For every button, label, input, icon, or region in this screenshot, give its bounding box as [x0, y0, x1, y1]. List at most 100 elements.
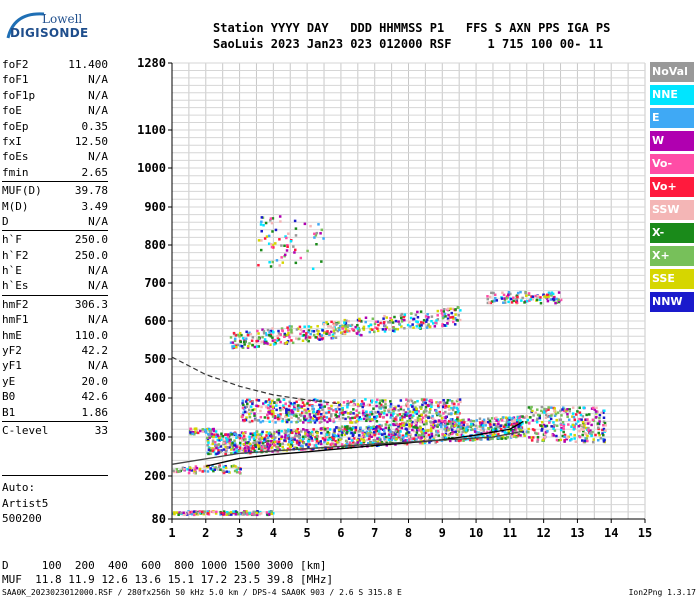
echo-point	[341, 408, 344, 412]
echo-point	[545, 424, 549, 428]
echo-point	[280, 429, 283, 433]
echo-point	[581, 433, 584, 437]
echo-point	[430, 315, 434, 318]
echo-point	[324, 435, 328, 438]
echo-point	[419, 420, 422, 424]
echo-point	[341, 428, 345, 432]
echo-point	[453, 420, 456, 424]
echo-point	[302, 441, 306, 445]
echo-point	[271, 339, 275, 342]
echo-point	[346, 427, 349, 430]
echo-point	[356, 404, 360, 408]
echo-point	[455, 424, 459, 427]
echo-point	[421, 432, 424, 436]
echo-point	[278, 437, 281, 441]
echo-point	[425, 318, 429, 321]
auto-program: Artist5	[2, 496, 49, 510]
echo-point	[440, 309, 443, 312]
echo-point	[543, 295, 546, 298]
echo-point	[602, 411, 605, 414]
legend-item-w: W	[650, 131, 694, 151]
echo-point	[422, 319, 426, 322]
echo-point	[420, 418, 424, 421]
echo-point	[312, 333, 316, 337]
echo-point	[222, 448, 226, 451]
echo-point	[542, 423, 546, 427]
echo-point	[272, 246, 275, 249]
echo-point	[440, 312, 444, 315]
echo-point	[456, 410, 460, 414]
echo-point	[370, 410, 374, 414]
echo-point	[570, 438, 573, 441]
echo-point	[394, 327, 397, 331]
echo-point	[246, 346, 250, 349]
echo-point	[179, 511, 183, 515]
echo-point	[289, 402, 293, 405]
echo-point	[265, 333, 268, 337]
echo-point	[311, 439, 314, 442]
echo-point	[490, 417, 494, 420]
echo-point	[315, 242, 318, 246]
echo-point	[267, 513, 271, 516]
echo-point	[355, 409, 358, 412]
echo-point	[272, 412, 275, 415]
echo-point	[330, 404, 333, 408]
echo-point	[315, 418, 319, 421]
echo-point	[594, 433, 597, 437]
echo-point	[387, 433, 391, 436]
echo-point	[365, 416, 369, 420]
echo-point	[550, 414, 553, 417]
echo-point	[340, 443, 344, 446]
echo-point	[503, 298, 507, 302]
echo-point	[271, 407, 275, 410]
echo-point	[220, 434, 223, 438]
echo-point	[415, 423, 418, 427]
echo-point	[295, 328, 299, 331]
echo-point	[512, 429, 516, 432]
param-divider	[2, 230, 108, 232]
echo-point	[314, 234, 318, 237]
echo-point	[414, 426, 417, 429]
echo-point	[555, 297, 558, 301]
echo-point	[268, 333, 271, 337]
echo-point	[388, 408, 391, 411]
echo-point	[423, 438, 427, 441]
param-value: 1.86	[81, 405, 109, 419]
echo-point	[409, 316, 413, 320]
echo-point	[586, 422, 590, 425]
echo-point	[318, 403, 321, 407]
echo-point	[193, 468, 197, 471]
echo-point	[176, 470, 180, 473]
echo-point	[356, 327, 360, 331]
echo-point	[358, 319, 361, 322]
echo-point	[412, 414, 415, 417]
echo-point	[277, 413, 280, 417]
echo-point	[482, 421, 486, 425]
param-divider	[2, 420, 108, 422]
echo-point	[458, 318, 462, 322]
echo-point	[308, 443, 311, 446]
echo-point	[402, 442, 406, 446]
echo-point	[509, 428, 512, 432]
echo-point	[290, 411, 294, 414]
echo-point	[314, 336, 317, 339]
echo-point	[188, 468, 191, 472]
echo-point	[598, 413, 602, 417]
echo-point	[510, 418, 514, 422]
echo-point	[359, 426, 362, 429]
param-row-hf: h`F 250.0	[2, 232, 108, 247]
echo-point	[229, 438, 232, 441]
echo-point	[327, 433, 331, 437]
param-row-fxi: fxI 12.50	[2, 134, 108, 149]
echo-point	[279, 413, 282, 416]
echo-point	[593, 408, 597, 411]
echo-point	[315, 437, 319, 441]
echo-point	[521, 296, 524, 300]
echo-point	[563, 435, 566, 439]
echo-point	[348, 329, 351, 333]
echo-point	[555, 438, 559, 442]
echo-point	[231, 432, 235, 436]
echo-point	[287, 408, 290, 412]
param-value: N/A	[88, 88, 108, 102]
echo-point	[230, 433, 233, 436]
